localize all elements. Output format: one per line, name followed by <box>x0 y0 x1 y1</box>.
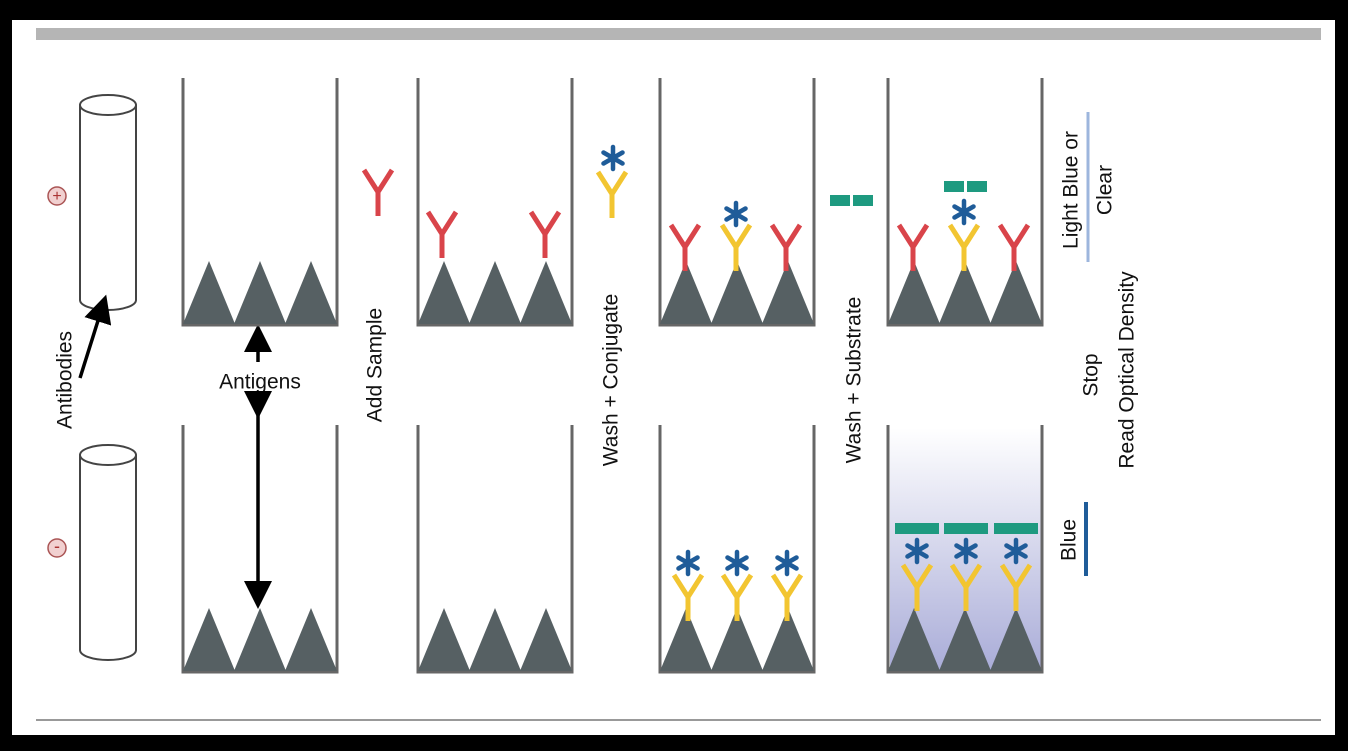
enzyme-star <box>725 549 749 577</box>
well <box>658 78 816 327</box>
enzyme-star <box>905 537 929 565</box>
antibody <box>720 573 754 621</box>
antigen <box>418 261 470 324</box>
antigen <box>762 608 814 671</box>
antibody <box>361 168 395 216</box>
antibody <box>997 223 1031 271</box>
antigen <box>285 608 337 671</box>
enzyme-star <box>954 537 978 565</box>
antigen <box>711 608 763 671</box>
antigen <box>990 261 1042 324</box>
substrate <box>967 181 987 192</box>
antigens-label: Antigens <box>219 371 301 394</box>
sign-circle <box>47 186 67 206</box>
antibody <box>900 563 934 611</box>
read-od-label: Read Optical Density <box>1116 271 1139 469</box>
antibody <box>770 573 804 621</box>
result-label: Clear <box>1094 165 1117 215</box>
antigen <box>234 608 286 671</box>
well <box>886 78 1044 327</box>
substrate <box>895 523 939 534</box>
stop-label: Stop <box>1080 353 1103 396</box>
well <box>416 425 574 674</box>
antibody <box>528 210 562 258</box>
result-label: Blue <box>1058 519 1081 561</box>
enzyme-star <box>676 549 700 577</box>
enzyme-star <box>601 144 625 172</box>
enzyme-star <box>775 549 799 577</box>
antibody <box>719 223 753 271</box>
enzyme-star <box>1004 537 1028 565</box>
antigen <box>660 261 712 324</box>
enzyme-star <box>952 198 976 226</box>
substrate <box>994 523 1038 534</box>
arrow <box>78 294 112 379</box>
antibodies-label: Antibodies <box>54 331 77 429</box>
antibody <box>999 563 1033 611</box>
substrate <box>830 195 850 206</box>
negative-sign: - <box>54 536 60 556</box>
step-label: Wash + Conjugate <box>600 294 623 467</box>
substrate <box>944 181 964 192</box>
antigen <box>520 608 572 671</box>
panel <box>12 20 1335 735</box>
top-bar <box>36 28 1321 40</box>
antibody <box>668 223 702 271</box>
antigen <box>285 261 337 324</box>
result-label: Light Blue or <box>1060 131 1083 249</box>
antigen <box>183 261 235 324</box>
antibody <box>425 210 459 258</box>
antibody <box>769 223 803 271</box>
sign-circle <box>47 538 67 558</box>
well <box>416 78 574 327</box>
antigen <box>888 608 940 671</box>
antigen <box>418 608 470 671</box>
antigen <box>711 261 763 324</box>
substrate <box>853 195 873 206</box>
antigen <box>888 261 940 324</box>
antigen <box>183 608 235 671</box>
well <box>181 78 339 327</box>
antibody <box>947 223 981 271</box>
antibody <box>671 573 705 621</box>
antigen <box>939 608 991 671</box>
antigen <box>469 261 521 324</box>
antigen <box>990 608 1042 671</box>
antigen <box>939 261 991 324</box>
antibody <box>949 563 983 611</box>
antigen <box>660 608 712 671</box>
antigen <box>234 261 286 324</box>
positive-sign: + <box>52 188 61 205</box>
tube-negative <box>79 444 137 661</box>
enzyme-star <box>724 200 748 228</box>
substrate <box>944 523 988 534</box>
step-label: Wash + Substrate <box>843 297 866 464</box>
antigen <box>469 608 521 671</box>
antigen <box>520 261 572 324</box>
antigen <box>762 261 814 324</box>
well <box>658 425 816 674</box>
antibody <box>595 170 629 218</box>
well <box>886 425 1044 674</box>
antibody <box>896 223 930 271</box>
step-label: Add Sample <box>364 308 387 422</box>
well <box>181 425 339 674</box>
